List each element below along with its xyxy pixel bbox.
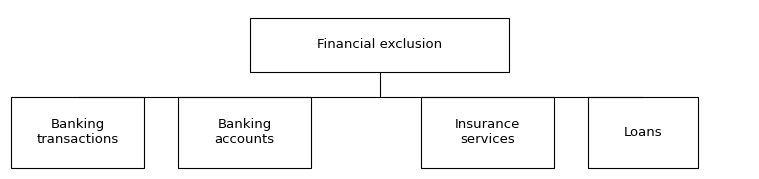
Bar xyxy=(11,97,144,168)
Bar xyxy=(421,97,554,168)
Text: Banking
accounts: Banking accounts xyxy=(215,118,275,146)
Bar xyxy=(588,97,698,168)
Text: Banking
transactions: Banking transactions xyxy=(36,118,119,146)
Bar xyxy=(178,97,311,168)
Text: Financial exclusion: Financial exclusion xyxy=(317,38,442,51)
Text: Loans: Loans xyxy=(624,126,663,139)
Bar xyxy=(250,18,509,72)
Text: Insurance
services: Insurance services xyxy=(455,118,521,146)
